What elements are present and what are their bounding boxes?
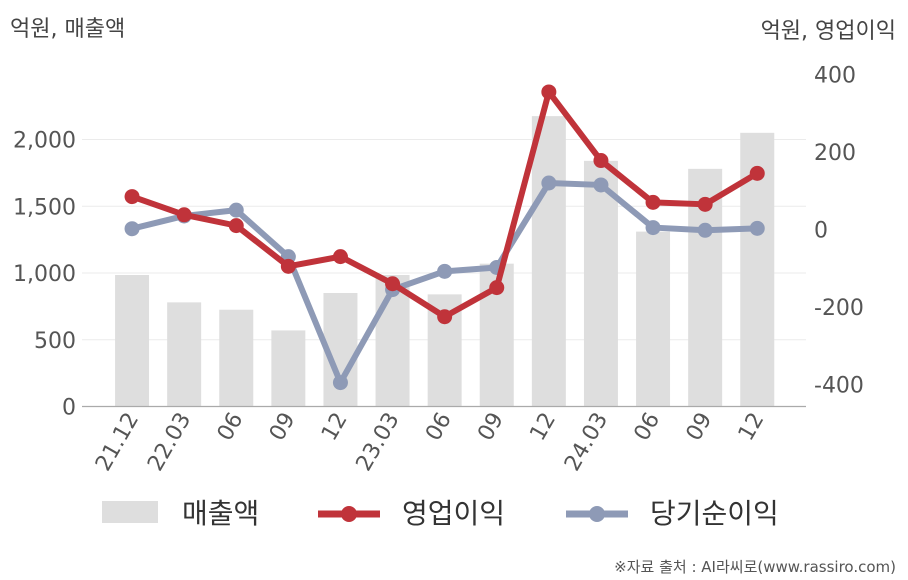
x-tick-label: 06 bbox=[421, 409, 457, 446]
point-net-income bbox=[332, 375, 348, 391]
left-tick-label: 2,000 bbox=[13, 129, 76, 154]
point-net-income bbox=[228, 202, 244, 218]
x-tick-label: 23.03 bbox=[352, 409, 405, 476]
x-tick-label: 12 bbox=[525, 409, 561, 446]
point-operating-profit bbox=[176, 207, 192, 223]
x-tick-label: 24.03 bbox=[560, 409, 613, 476]
point-net-income bbox=[697, 222, 713, 238]
point-operating-profit bbox=[593, 153, 609, 169]
left-axis-unit: 억원, 매출액 bbox=[10, 17, 125, 42]
right-tick-label: -200 bbox=[814, 296, 864, 321]
point-net-income bbox=[749, 220, 765, 236]
left-tick-label: 1,000 bbox=[13, 262, 76, 287]
right-tick-label: 0 bbox=[814, 219, 828, 244]
legend-label-net-income: 당기순이익 bbox=[650, 497, 779, 530]
point-net-income bbox=[593, 177, 609, 193]
right-tick-label: 200 bbox=[814, 141, 856, 166]
left-tick-label: 1,500 bbox=[13, 195, 76, 220]
point-operating-profit bbox=[124, 189, 140, 205]
x-tick-label: 06 bbox=[213, 409, 249, 446]
left-tick-label: 0 bbox=[62, 396, 76, 421]
x-tick-label: 06 bbox=[630, 409, 666, 446]
x-tick-label: 09 bbox=[265, 409, 301, 446]
point-net-income bbox=[541, 175, 557, 191]
point-operating-profit bbox=[749, 165, 765, 181]
point-operating-profit bbox=[489, 280, 505, 296]
point-net-income bbox=[437, 263, 453, 279]
bar-revenue bbox=[531, 116, 566, 407]
bar-series-revenue bbox=[115, 116, 775, 407]
x-tick-label: 09 bbox=[682, 409, 718, 446]
x-tick-label: 21.12 bbox=[91, 409, 144, 476]
x-tick-label: 12 bbox=[317, 409, 353, 446]
line-series-group bbox=[124, 84, 765, 391]
bar-revenue bbox=[636, 231, 671, 407]
legend-label-revenue: 매출액 bbox=[182, 497, 259, 530]
point-operating-profit bbox=[332, 249, 348, 265]
point-operating-profit bbox=[280, 258, 296, 274]
point-operating-profit bbox=[541, 84, 557, 100]
left-axis-ticks: 0 500 1,000 1,500 2,000 bbox=[13, 129, 76, 421]
legend-marker-net-income bbox=[589, 506, 605, 522]
source-credit: ※자료 출처 : AI라씨로(www.rassiro.com) bbox=[614, 558, 896, 576]
x-tick-label: 22.03 bbox=[143, 409, 196, 476]
legend-marker-operating-profit bbox=[341, 506, 357, 522]
point-net-income bbox=[124, 221, 140, 237]
right-axis-unit: 억원, 영업이익 bbox=[761, 19, 896, 44]
legend-label-operating-profit: 영업이익 bbox=[402, 497, 505, 530]
bar-revenue bbox=[219, 309, 254, 407]
point-operating-profit bbox=[645, 194, 661, 210]
bar-revenue bbox=[271, 330, 306, 407]
bar-revenue bbox=[115, 275, 150, 407]
point-operating-profit bbox=[385, 276, 401, 292]
right-tick-label: 400 bbox=[814, 64, 856, 89]
bar-revenue bbox=[583, 160, 618, 407]
legend: 매출액 영업이익 당기순이익 bbox=[102, 497, 779, 530]
legend-swatch-revenue bbox=[102, 501, 158, 523]
point-operating-profit bbox=[437, 309, 453, 325]
left-tick-label: 500 bbox=[34, 329, 76, 354]
right-tick-label: -400 bbox=[814, 374, 864, 399]
right-axis-ticks: -400 -200 0 200 400 bbox=[814, 64, 864, 399]
x-tick-label: 09 bbox=[473, 409, 509, 446]
point-net-income bbox=[645, 220, 661, 236]
point-operating-profit bbox=[228, 218, 244, 234]
x-tick-label: 12 bbox=[734, 409, 770, 446]
point-operating-profit bbox=[697, 196, 713, 212]
bar-revenue bbox=[167, 302, 202, 407]
